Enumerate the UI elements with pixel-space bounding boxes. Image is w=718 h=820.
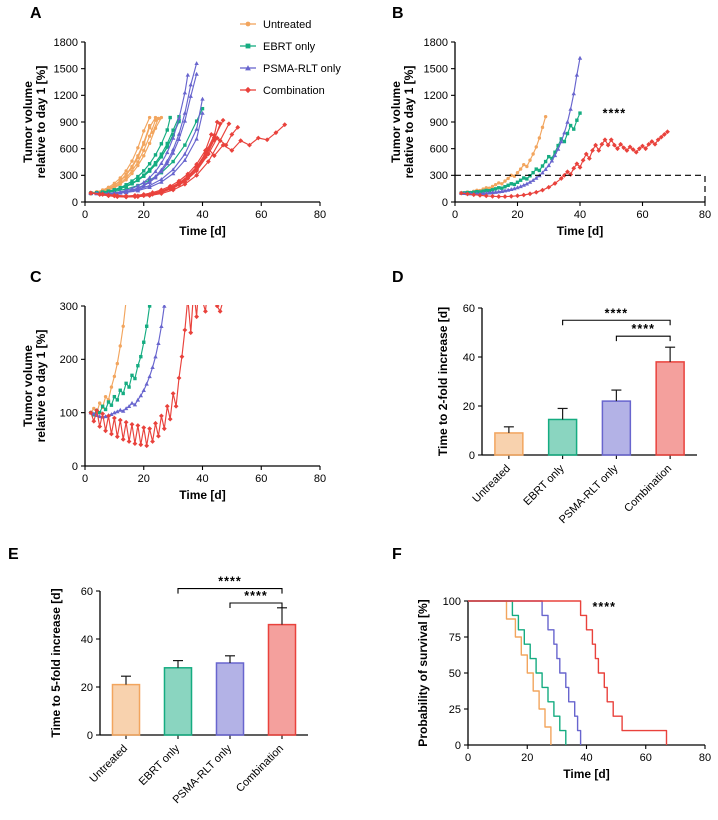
svg-text:200: 200 [60, 354, 78, 366]
svg-text:75: 75 [449, 632, 461, 644]
svg-text:80: 80 [314, 209, 326, 221]
svg-text:PSMA-RLT only: PSMA-RLT only [263, 63, 341, 75]
svg-text:20: 20 [81, 682, 93, 694]
svg-text:1200: 1200 [54, 90, 78, 102]
svg-text:300: 300 [430, 170, 448, 182]
svg-text:Time to 2-fold increase [d]: Time to 2-fold increase [d] [436, 307, 450, 456]
svg-text:80: 80 [699, 209, 711, 221]
svg-text:1500: 1500 [54, 63, 78, 75]
svg-text:60: 60 [640, 752, 652, 764]
svg-text:1200: 1200 [424, 90, 448, 102]
svg-text:Combination: Combination [234, 743, 286, 795]
panel-label-d: D [392, 269, 404, 286]
svg-text:EBRT only: EBRT only [521, 462, 567, 508]
svg-text:Combination: Combination [622, 463, 674, 515]
svg-text:300: 300 [60, 170, 78, 182]
svg-text:50: 50 [449, 668, 461, 680]
svg-text:40: 40 [463, 352, 475, 364]
svg-text:40: 40 [81, 634, 93, 646]
panel-label-c: C [30, 269, 42, 286]
svg-text:Untreated: Untreated [470, 463, 513, 506]
svg-text:Tumor volumerelative to day 1: Tumor volumerelative to day 1 [%] [21, 66, 48, 179]
svg-text:****: **** [632, 322, 655, 336]
chart-time-to-2fold: 0 20 40 60 Time to 2-fold increase [d] Untrea… [436, 303, 697, 526]
svg-text:1500: 1500 [424, 63, 448, 75]
svg-text:Tumor volumerelative to day 1: Tumor volumerelative to day 1 [%] [389, 66, 416, 179]
svg-text:60: 60 [463, 303, 475, 315]
svg-text:1800: 1800 [54, 37, 78, 49]
svg-text:900: 900 [60, 117, 78, 129]
svg-text:0: 0 [469, 450, 475, 462]
svg-text:20: 20 [463, 401, 475, 413]
svg-text:600: 600 [430, 143, 448, 155]
svg-text:60: 60 [81, 586, 93, 598]
svg-text:40: 40 [196, 473, 208, 485]
svg-text:Time [d]: Time [d] [179, 488, 225, 502]
svg-text:****: **** [605, 306, 628, 320]
svg-text:Untreated: Untreated [87, 743, 130, 786]
svg-text:****: **** [244, 589, 267, 603]
svg-text:****: **** [603, 107, 626, 121]
svg-text:Probability of survival [%]: Probability of survival [%] [416, 599, 430, 746]
svg-text:0: 0 [82, 209, 88, 221]
svg-text:****: **** [218, 575, 241, 589]
svg-text:Time [d]: Time [d] [557, 224, 603, 238]
svg-text:0: 0 [455, 740, 461, 752]
svg-text:Untreated: Untreated [263, 19, 311, 31]
svg-text:600: 600 [60, 143, 78, 155]
svg-text:60: 60 [636, 209, 648, 221]
svg-text:0: 0 [442, 197, 448, 209]
svg-text:EBRT only: EBRT only [137, 742, 183, 788]
svg-text:20: 20 [138, 209, 150, 221]
svg-text:PSMA-RLT only: PSMA-RLT only [557, 462, 621, 526]
panel-label-a: A [30, 5, 42, 22]
chart-survival: 0 25 50 75 100 Probability of survival [%] 0 20… [416, 596, 711, 781]
svg-text:Time [d]: Time [d] [179, 224, 225, 238]
svg-text:100: 100 [443, 596, 461, 608]
svg-text:0: 0 [72, 197, 78, 209]
svg-text:20: 20 [511, 209, 523, 221]
svg-text:100: 100 [60, 407, 78, 419]
svg-text:300: 300 [60, 301, 78, 313]
svg-text:0: 0 [72, 461, 78, 473]
chart-time-to-5fold: 0 20 40 60 Time to 5-fold increase [d] Untrea… [49, 575, 308, 806]
svg-text:80: 80 [699, 752, 711, 764]
svg-text:EBRT only: EBRT only [263, 41, 316, 53]
svg-text:0: 0 [465, 752, 471, 764]
svg-text:40: 40 [574, 209, 586, 221]
svg-text:Time to 5-fold increase [d]: Time to 5-fold increase [d] [49, 588, 63, 737]
svg-text:40: 40 [580, 752, 592, 764]
svg-text:0: 0 [87, 730, 93, 742]
svg-text:0: 0 [82, 473, 88, 485]
panel-label-b: B [392, 5, 404, 22]
svg-text:20: 20 [521, 752, 533, 764]
svg-text:****: **** [593, 600, 616, 614]
panel-label-e: E [8, 546, 19, 563]
svg-text:Time [d]: Time [d] [563, 767, 609, 781]
svg-text:60: 60 [255, 473, 267, 485]
panel-label-f: F [392, 546, 402, 563]
svg-text:900: 900 [430, 117, 448, 129]
svg-text:Tumor volumerelative to day 1: Tumor volumerelative to day 1 [%] [21, 330, 48, 443]
svg-text:20: 20 [138, 473, 150, 485]
svg-text:80: 80 [314, 473, 326, 485]
svg-text:0: 0 [452, 209, 458, 221]
svg-text:40: 40 [196, 209, 208, 221]
svg-text:25: 25 [449, 704, 461, 716]
svg-text:1800: 1800 [424, 37, 448, 49]
svg-text:60: 60 [255, 209, 267, 221]
svg-text:Combination: Combination [263, 85, 325, 97]
